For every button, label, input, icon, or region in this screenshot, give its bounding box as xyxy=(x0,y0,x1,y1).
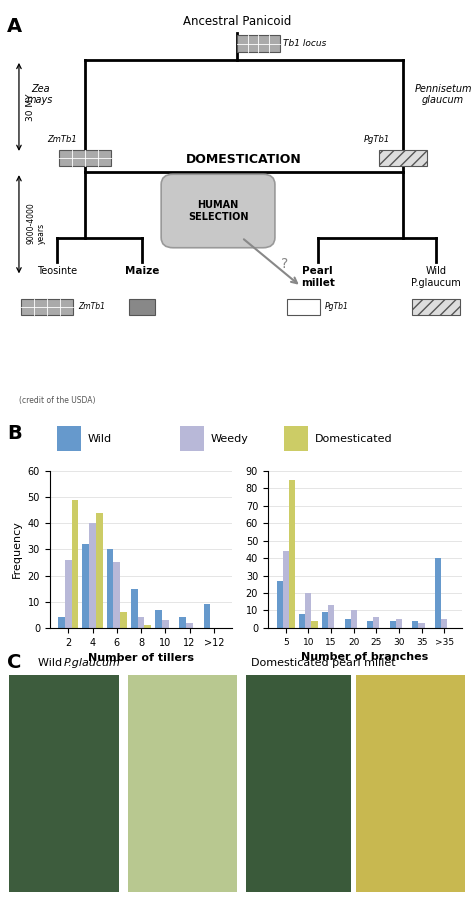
Bar xyxy=(305,593,311,628)
Bar xyxy=(322,613,328,628)
Bar xyxy=(435,558,441,628)
Bar xyxy=(396,619,402,628)
Bar xyxy=(277,581,283,628)
Text: Wild
P.glaucum: Wild P.glaucum xyxy=(411,266,461,288)
Bar xyxy=(58,617,65,628)
Bar xyxy=(89,523,96,628)
Bar xyxy=(59,150,111,166)
X-axis label: Number of branches: Number of branches xyxy=(301,652,428,662)
Text: ZmTb1: ZmTb1 xyxy=(78,302,105,311)
Text: ZmTb1: ZmTb1 xyxy=(47,135,76,144)
Text: DOMESTICATION: DOMESTICATION xyxy=(186,153,302,166)
Text: Domesticated: Domesticated xyxy=(315,433,393,444)
Bar xyxy=(155,610,162,628)
Bar xyxy=(328,605,334,628)
Text: Tb1 locus: Tb1 locus xyxy=(283,39,327,48)
Bar xyxy=(21,300,73,315)
Text: HUMAN
SELECTION: HUMAN SELECTION xyxy=(188,200,248,222)
Bar xyxy=(131,588,137,628)
Bar xyxy=(113,562,120,628)
Text: B: B xyxy=(7,424,22,443)
Text: Weedy: Weedy xyxy=(211,433,249,444)
Bar xyxy=(412,621,419,628)
Bar xyxy=(441,619,447,628)
Bar xyxy=(65,560,72,628)
Bar xyxy=(373,617,379,628)
Bar xyxy=(351,611,357,628)
Y-axis label: Frequency: Frequency xyxy=(12,520,22,579)
Bar xyxy=(179,617,186,628)
Bar xyxy=(9,675,119,892)
Bar xyxy=(204,605,210,628)
Text: P.glaucum: P.glaucum xyxy=(64,658,121,667)
Text: PgTb1: PgTb1 xyxy=(325,302,348,311)
Bar xyxy=(299,614,305,628)
Bar xyxy=(367,621,373,628)
FancyBboxPatch shape xyxy=(161,174,275,248)
Text: 9000-4000
years: 9000-4000 years xyxy=(26,203,46,244)
Bar xyxy=(96,513,103,628)
Bar xyxy=(137,617,145,628)
Text: Domesticated pearl millet: Domesticated pearl millet xyxy=(251,658,396,667)
Text: Zea
mays: Zea mays xyxy=(27,84,54,106)
Bar xyxy=(419,623,425,628)
Bar xyxy=(129,300,155,315)
Bar xyxy=(107,549,113,628)
Text: A: A xyxy=(7,17,22,36)
Text: Ancestral Panicoid: Ancestral Panicoid xyxy=(183,15,291,28)
Bar xyxy=(162,620,169,628)
Bar xyxy=(180,426,204,451)
Text: Teosinte: Teosinte xyxy=(37,266,77,276)
Bar xyxy=(145,625,151,628)
Text: 30 MY: 30 MY xyxy=(26,93,35,121)
Bar xyxy=(356,675,465,892)
Bar xyxy=(237,36,280,52)
Text: Pennisetum
glaucum: Pennisetum glaucum xyxy=(414,84,472,106)
Bar xyxy=(246,675,351,892)
Bar xyxy=(412,300,460,315)
Bar xyxy=(82,544,89,628)
Bar xyxy=(390,621,396,628)
Text: Maize: Maize xyxy=(125,266,159,276)
Bar xyxy=(120,613,127,628)
Bar xyxy=(72,500,78,628)
Bar xyxy=(345,619,351,628)
Bar xyxy=(311,621,318,628)
Bar xyxy=(128,675,237,892)
Text: Wild: Wild xyxy=(88,433,112,444)
Text: C: C xyxy=(7,653,21,672)
Text: Pearl
millet: Pearl millet xyxy=(301,266,335,288)
Text: PgTb1: PgTb1 xyxy=(364,135,390,144)
Bar xyxy=(287,300,320,315)
Bar xyxy=(379,150,427,166)
X-axis label: Number of tillers: Number of tillers xyxy=(88,653,194,663)
Text: ?: ? xyxy=(281,257,288,271)
Bar xyxy=(283,551,289,628)
Text: Wild: Wild xyxy=(38,658,65,667)
Bar xyxy=(57,426,81,451)
Bar xyxy=(284,426,308,451)
Text: (credit of the USDA): (credit of the USDA) xyxy=(18,396,95,405)
Bar xyxy=(186,623,193,628)
Bar xyxy=(289,480,295,628)
